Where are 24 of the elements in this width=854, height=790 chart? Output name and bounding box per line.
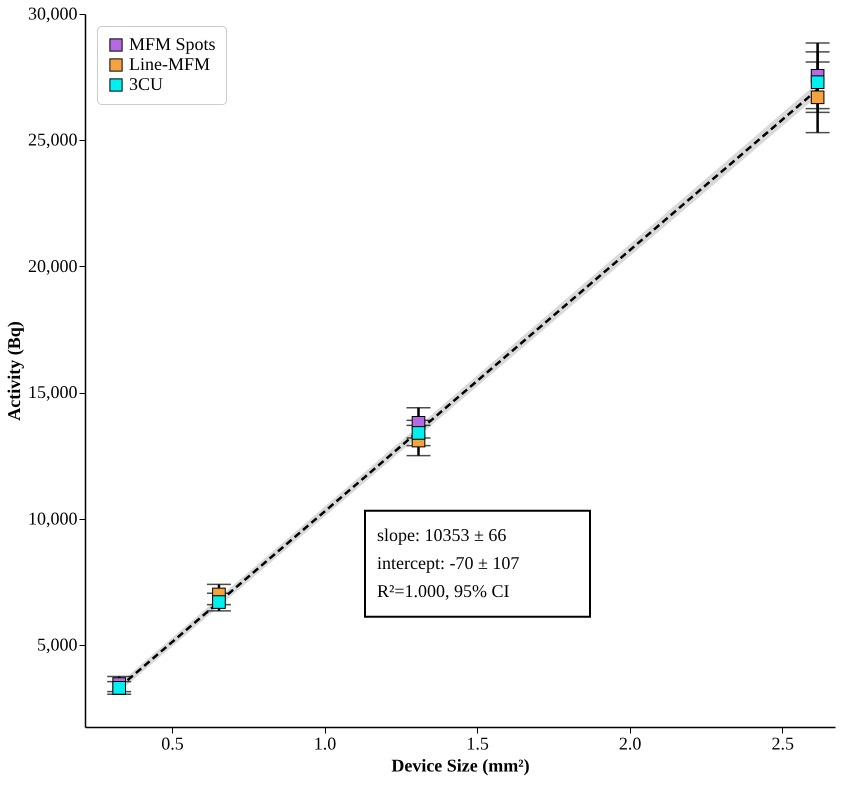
y-tick-label: 10,000 bbox=[28, 508, 78, 528]
point bbox=[212, 595, 226, 609]
x-axis-title: Device Size (mm²) bbox=[391, 756, 530, 776]
annotation: slope: 10353 ± 66 bbox=[377, 524, 506, 545]
legend-label: 3CU bbox=[129, 74, 164, 94]
x-tick-label: 1.0 bbox=[314, 734, 336, 754]
y-tick-label: 30,000 bbox=[28, 4, 78, 24]
y-axis-title: Activity (Bq) bbox=[4, 321, 24, 421]
y-tick-label: 25,000 bbox=[28, 130, 78, 150]
x-tick-label: 2.0 bbox=[618, 734, 642, 754]
y-tick-label: 20,000 bbox=[28, 256, 78, 276]
annotation: R²=1.000, 95% CI bbox=[377, 580, 510, 601]
point bbox=[810, 75, 824, 89]
point bbox=[112, 681, 126, 695]
y-tick-label: 15,000 bbox=[28, 382, 78, 402]
x-tick-label: 0.5 bbox=[161, 734, 184, 754]
x-tick-label: 1.5 bbox=[466, 734, 489, 754]
x-tick-label: 2.5 bbox=[771, 734, 794, 754]
annotation: intercept: -70 ± 107 bbox=[377, 552, 520, 573]
legend-label: Line-MFM bbox=[129, 54, 210, 74]
point bbox=[412, 426, 426, 440]
legend-label: MFM Spots bbox=[129, 34, 216, 54]
y-tick-label: 5,000 bbox=[37, 634, 78, 654]
point bbox=[810, 90, 824, 104]
